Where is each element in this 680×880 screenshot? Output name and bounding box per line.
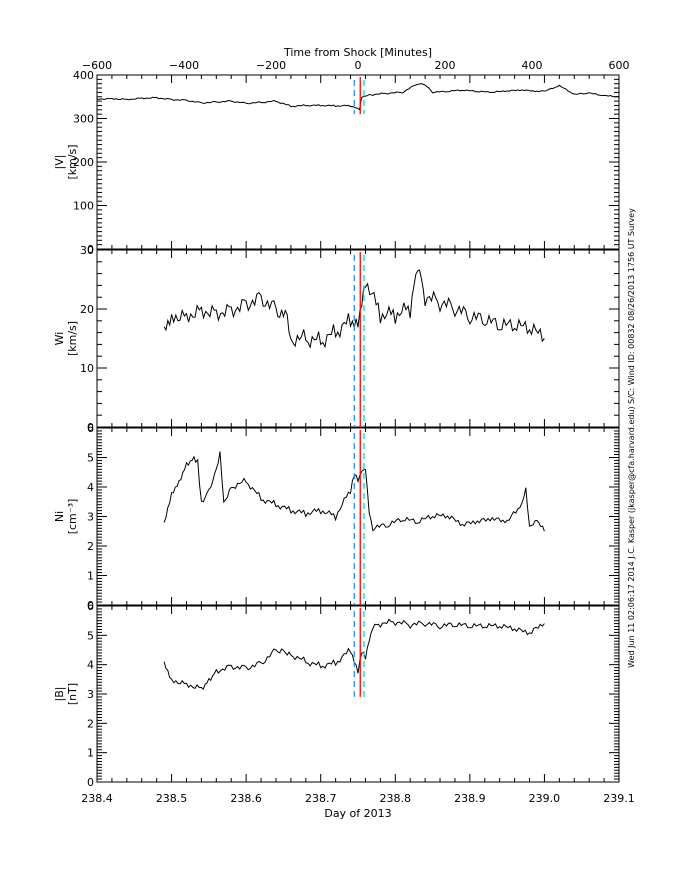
- bottom-tick-label: 238.6: [230, 792, 262, 805]
- bottom-tick-label: 238.8: [380, 792, 412, 805]
- y-axis-label: Wi: [53, 332, 66, 346]
- y-axis-unit: [nT]: [66, 683, 79, 705]
- y-tick-label: 6: [87, 600, 94, 613]
- y-tick-label: 2: [87, 717, 94, 730]
- top-tick-label: −600: [82, 59, 112, 72]
- top-tick-label: −200: [256, 59, 286, 72]
- y-tick-label: 0: [87, 599, 94, 612]
- y-tick-label: 300: [73, 113, 94, 126]
- bottom-tick-label: 239.1: [603, 792, 635, 805]
- top-tick-label: 0: [355, 59, 362, 72]
- data-line: [163, 451, 545, 532]
- y-tick-label: 6: [87, 422, 94, 435]
- bottom-tick-label: 238.7: [305, 792, 337, 805]
- y-tick-label: 100: [73, 200, 94, 213]
- y-tick-label: 1: [87, 747, 94, 760]
- top-tick-label: 600: [609, 59, 630, 72]
- panel-frame: [96, 605, 620, 783]
- panel-frame: [96, 427, 620, 606]
- y-tick-label: 1: [87, 570, 94, 583]
- y-axis-unit: [km/s]: [66, 144, 79, 179]
- y-tick-label: 2: [87, 540, 94, 553]
- top-tick-label: −400: [169, 59, 199, 72]
- y-axis-unit: [cm⁻³]: [66, 499, 79, 535]
- y-tick-label: 4: [87, 659, 94, 672]
- y-axis-unit: [km/s]: [66, 321, 79, 356]
- panel-frame: [96, 249, 620, 428]
- bottom-tick-label: 238.4: [81, 792, 113, 805]
- bottom-tick-label: 238.5: [156, 792, 188, 805]
- bottom-tick-label: 239.0: [529, 792, 561, 805]
- y-tick-label: 0: [87, 421, 94, 434]
- y-tick-label: 5: [87, 629, 94, 642]
- y-axis-label: |V|: [53, 155, 66, 170]
- y-tick-label: 10: [80, 362, 94, 375]
- top-tick-label: 400: [522, 59, 543, 72]
- y-axis-label: Ni: [53, 511, 66, 522]
- top-tick-label: 200: [435, 59, 456, 72]
- y-axis-label: |B|: [53, 687, 66, 702]
- side-annotation: Wed Jun 11 02:06:17 2014 J.C. Kasper (jk…: [627, 208, 636, 668]
- y-tick-label: 4: [87, 481, 94, 494]
- data-line: [96, 83, 620, 111]
- y-tick-label: 0: [87, 776, 94, 789]
- y-tick-label: 0: [87, 243, 94, 256]
- data-line: [163, 618, 545, 690]
- top-axis-title: Time from Shock [Minutes]: [283, 46, 432, 59]
- y-tick-label: 400: [73, 69, 94, 82]
- y-tick-label: 200: [73, 156, 94, 169]
- y-tick-label: 5: [87, 452, 94, 465]
- y-tick-label: 3: [87, 688, 94, 701]
- y-tick-label: 30: [80, 244, 94, 257]
- bottom-tick-label: 238.9: [454, 792, 486, 805]
- y-tick-label: 3: [87, 511, 94, 524]
- bottom-axis-title: Day of 2013: [324, 807, 391, 820]
- panel-frame: [96, 74, 620, 250]
- y-tick-label: 20: [80, 303, 94, 316]
